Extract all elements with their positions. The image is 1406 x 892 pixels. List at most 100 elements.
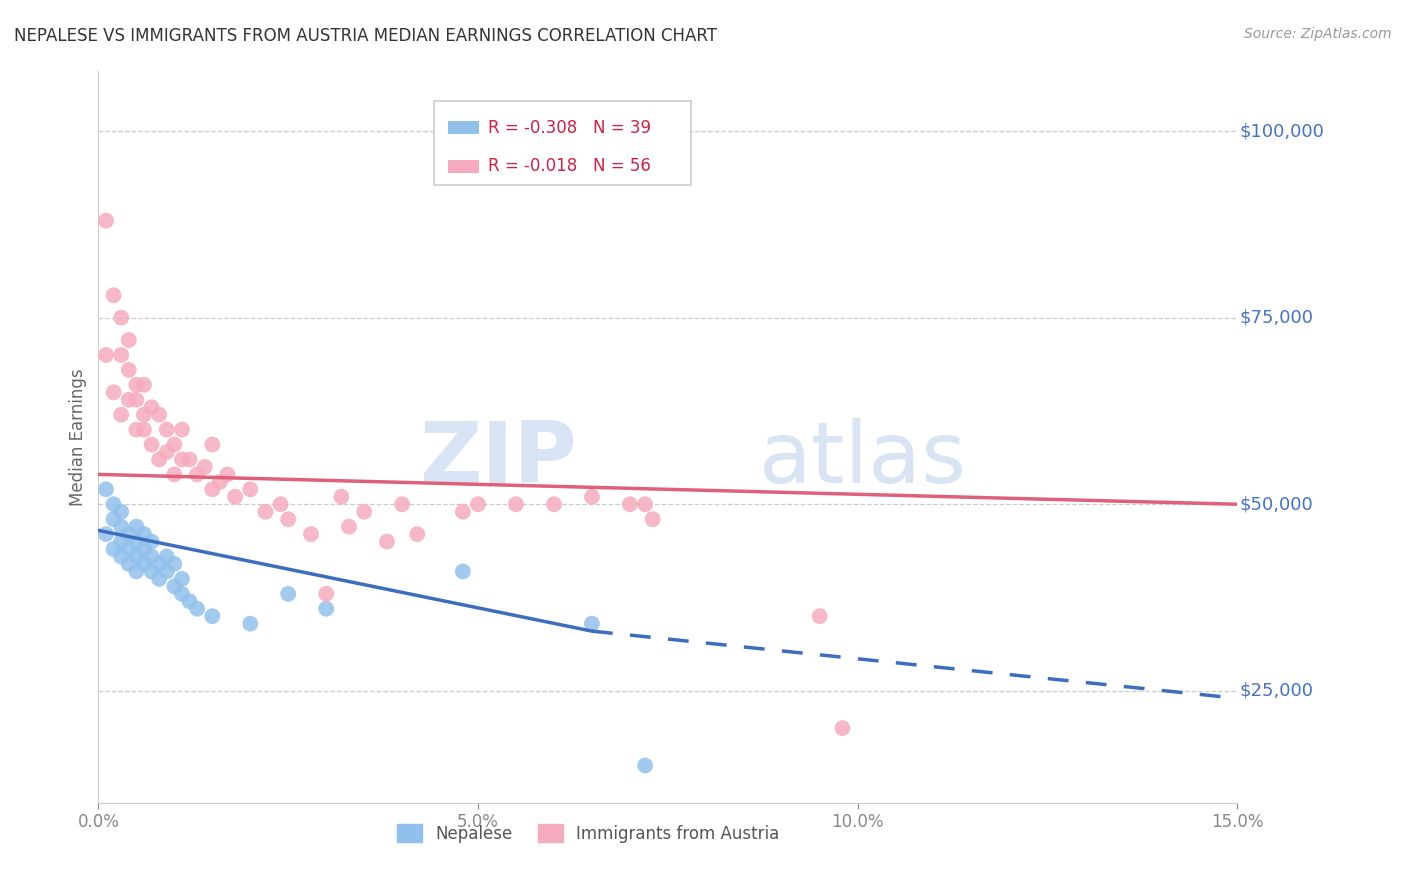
Point — [110, 310, 132, 325]
Point — [808, 609, 831, 624]
Text: NEPALESE VS IMMIGRANTS FROM AUSTRIA MEDIAN EARNINGS CORRELATION CHART: NEPALESE VS IMMIGRANTS FROM AUSTRIA MEDI… — [14, 27, 717, 45]
Text: $50,000: $50,000 — [1240, 495, 1313, 513]
Point — [375, 534, 398, 549]
Point — [634, 758, 657, 772]
Point — [179, 452, 201, 467]
Point — [132, 527, 155, 541]
Point — [163, 557, 186, 571]
Point — [353, 505, 375, 519]
Point — [148, 572, 170, 586]
Point — [148, 408, 170, 422]
Point — [141, 534, 163, 549]
Point — [201, 437, 224, 451]
Point — [118, 333, 141, 347]
Point — [277, 587, 299, 601]
Point — [277, 512, 299, 526]
Point — [110, 408, 132, 422]
Point — [451, 505, 474, 519]
Legend: Nepalese, Immigrants from Austria: Nepalese, Immigrants from Austria — [391, 818, 786, 849]
Point — [125, 423, 148, 437]
Point — [634, 497, 657, 511]
Point — [467, 497, 489, 511]
Point — [179, 594, 201, 608]
Point — [125, 565, 148, 579]
Point — [163, 437, 186, 451]
Point — [451, 565, 474, 579]
Point — [170, 423, 193, 437]
Text: $100,000: $100,000 — [1240, 122, 1324, 140]
Point — [170, 572, 193, 586]
Point — [543, 497, 565, 511]
Point — [118, 392, 141, 407]
Point — [315, 587, 337, 601]
Point — [125, 549, 148, 564]
Point — [103, 512, 125, 526]
Point — [315, 601, 337, 615]
Text: R = -0.308   N = 39: R = -0.308 N = 39 — [488, 119, 651, 136]
Point — [505, 497, 527, 511]
Point — [299, 527, 322, 541]
Text: $25,000: $25,000 — [1240, 681, 1313, 700]
Point — [391, 497, 413, 511]
Point — [118, 363, 141, 377]
Point — [110, 519, 132, 533]
Point — [125, 392, 148, 407]
Point — [132, 557, 155, 571]
Text: ZIP: ZIP — [419, 417, 576, 500]
Point — [831, 721, 853, 735]
Point — [141, 549, 163, 564]
Point — [619, 497, 641, 511]
Point — [103, 288, 125, 302]
Point — [94, 213, 117, 227]
Point — [110, 534, 132, 549]
Point — [132, 377, 155, 392]
Text: Source: ZipAtlas.com: Source: ZipAtlas.com — [1244, 27, 1392, 41]
Y-axis label: Median Earnings: Median Earnings — [69, 368, 87, 506]
Point — [156, 423, 179, 437]
Point — [270, 497, 292, 511]
Point — [118, 542, 141, 557]
Point — [118, 527, 141, 541]
Point — [254, 505, 277, 519]
Point — [156, 565, 179, 579]
Point — [156, 549, 179, 564]
Point — [132, 542, 155, 557]
Point — [201, 483, 224, 497]
Point — [94, 348, 117, 362]
Point — [125, 534, 148, 549]
Point — [148, 557, 170, 571]
Point — [581, 616, 603, 631]
Point — [170, 587, 193, 601]
Point — [239, 616, 262, 631]
Point — [208, 475, 231, 489]
Point — [103, 497, 125, 511]
Point — [406, 527, 429, 541]
Point — [194, 459, 217, 474]
Point — [186, 467, 208, 482]
Point — [132, 423, 155, 437]
FancyBboxPatch shape — [434, 101, 690, 185]
Point — [110, 505, 132, 519]
Point — [94, 483, 117, 497]
Point — [125, 519, 148, 533]
Text: atlas: atlas — [759, 417, 967, 500]
Point — [163, 579, 186, 593]
Point — [186, 601, 208, 615]
Point — [118, 557, 141, 571]
FancyBboxPatch shape — [449, 121, 479, 134]
Point — [330, 490, 353, 504]
Point — [201, 609, 224, 624]
Point — [337, 519, 360, 533]
Point — [170, 452, 193, 467]
Point — [110, 549, 132, 564]
Point — [224, 490, 246, 504]
Point — [641, 512, 664, 526]
Point — [581, 490, 603, 504]
Point — [125, 377, 148, 392]
Text: $75,000: $75,000 — [1240, 309, 1313, 326]
Point — [132, 408, 155, 422]
Point — [141, 401, 163, 415]
Point — [239, 483, 262, 497]
Point — [103, 385, 125, 400]
Point — [217, 467, 239, 482]
